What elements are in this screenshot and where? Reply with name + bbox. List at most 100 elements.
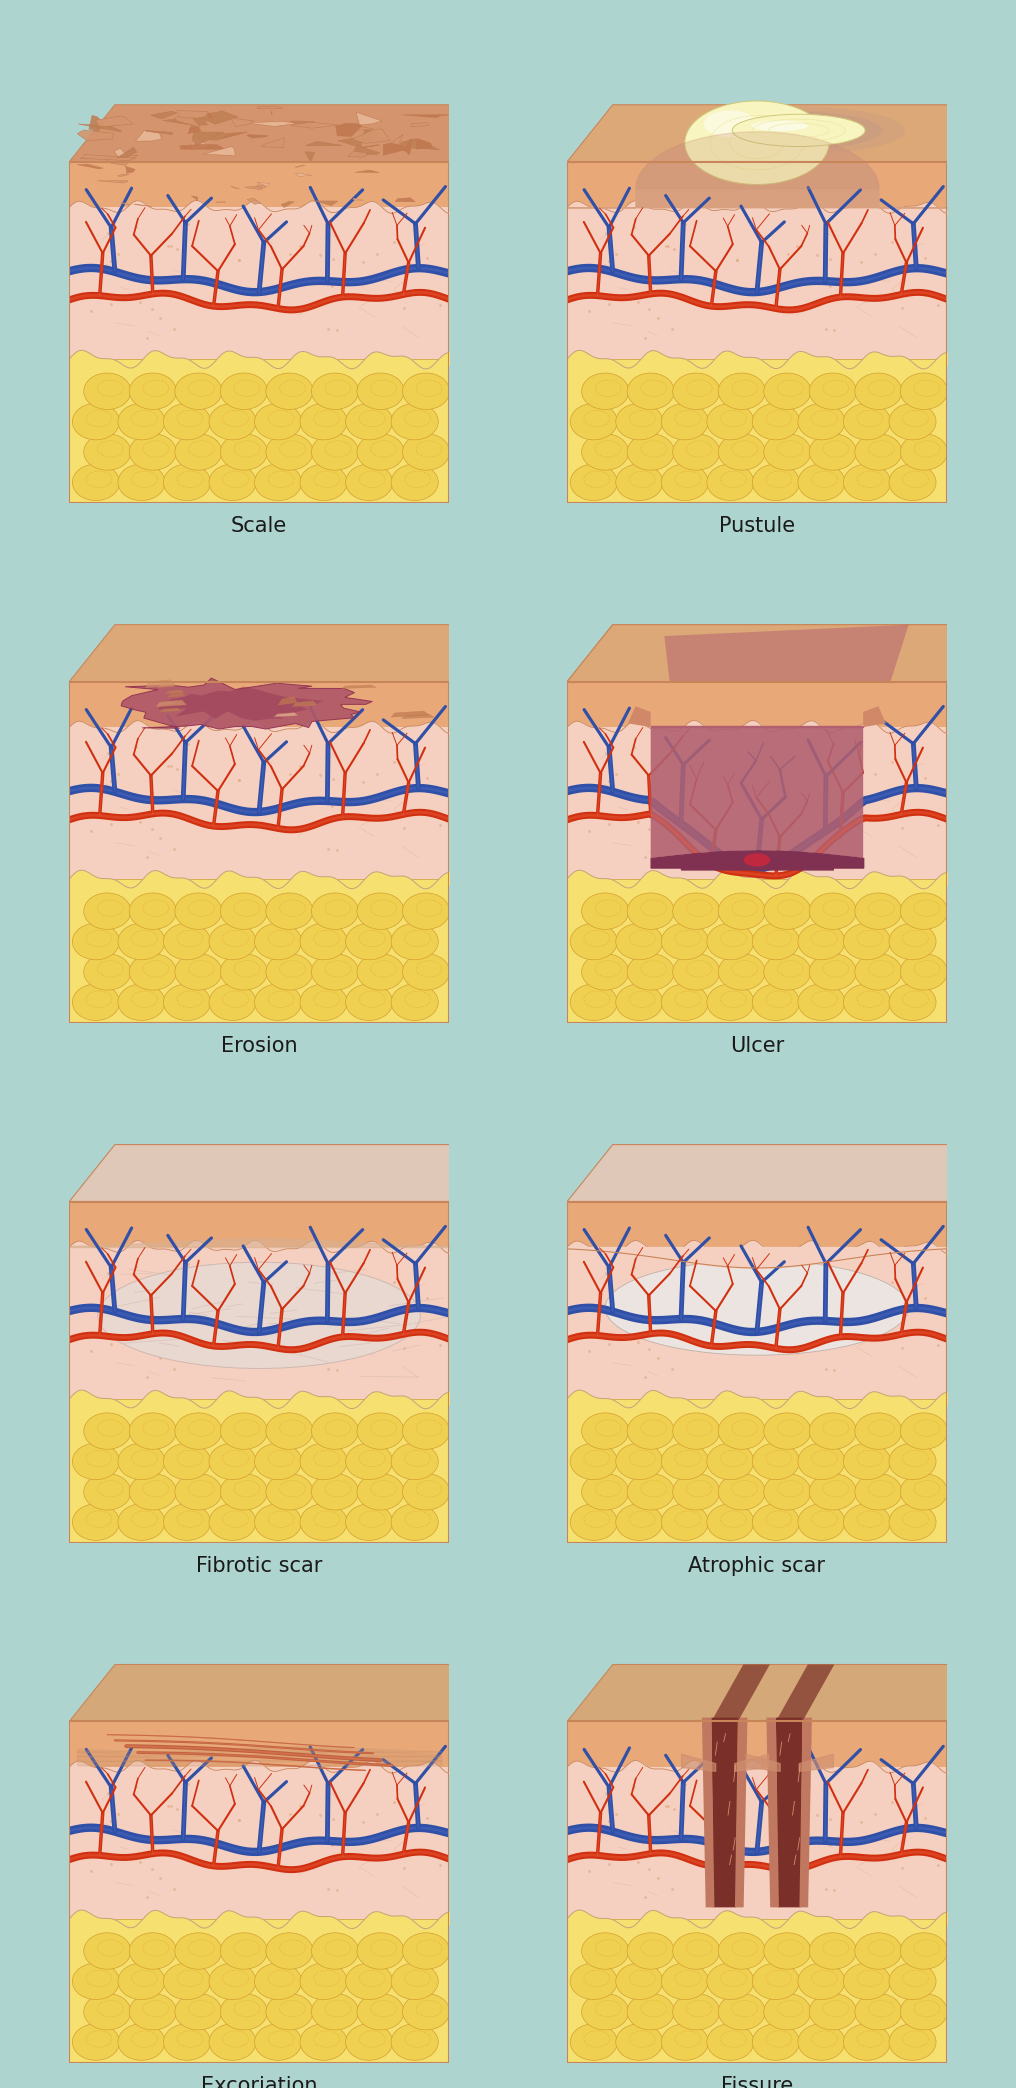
Polygon shape: [399, 138, 440, 150]
Polygon shape: [191, 136, 209, 150]
Ellipse shape: [72, 1443, 120, 1480]
Polygon shape: [117, 146, 137, 159]
Polygon shape: [567, 624, 993, 681]
Polygon shape: [864, 706, 886, 727]
Ellipse shape: [673, 894, 719, 929]
Ellipse shape: [673, 374, 719, 409]
Polygon shape: [69, 359, 449, 503]
Polygon shape: [158, 687, 323, 720]
Polygon shape: [69, 1247, 449, 1399]
Ellipse shape: [83, 954, 131, 990]
Ellipse shape: [707, 1963, 754, 2000]
Ellipse shape: [753, 464, 800, 501]
Ellipse shape: [718, 1933, 765, 1969]
Polygon shape: [341, 685, 376, 689]
Ellipse shape: [266, 434, 313, 470]
Ellipse shape: [685, 100, 829, 184]
Polygon shape: [296, 173, 312, 177]
Ellipse shape: [357, 374, 404, 409]
Ellipse shape: [83, 1994, 131, 2030]
Polygon shape: [247, 198, 261, 205]
Ellipse shape: [753, 403, 800, 441]
Ellipse shape: [83, 1414, 131, 1449]
Ellipse shape: [255, 1443, 302, 1480]
Ellipse shape: [900, 434, 947, 470]
Ellipse shape: [900, 894, 947, 929]
Polygon shape: [567, 681, 947, 727]
Ellipse shape: [300, 2023, 347, 2061]
Ellipse shape: [661, 464, 708, 501]
Polygon shape: [776, 1718, 803, 1906]
Polygon shape: [628, 706, 650, 727]
Ellipse shape: [718, 434, 765, 470]
Ellipse shape: [764, 954, 811, 990]
Ellipse shape: [744, 854, 770, 867]
Polygon shape: [78, 123, 121, 132]
Ellipse shape: [402, 1414, 449, 1449]
Polygon shape: [567, 879, 947, 1023]
Polygon shape: [711, 1664, 770, 1721]
Polygon shape: [245, 186, 262, 190]
Polygon shape: [273, 712, 298, 716]
Ellipse shape: [118, 1443, 165, 1480]
Ellipse shape: [357, 1414, 404, 1449]
Ellipse shape: [753, 2023, 800, 2061]
Polygon shape: [776, 1664, 834, 1721]
Polygon shape: [401, 714, 434, 718]
Ellipse shape: [751, 121, 808, 132]
Polygon shape: [567, 207, 947, 359]
Ellipse shape: [718, 1474, 765, 1510]
Ellipse shape: [209, 923, 256, 960]
Polygon shape: [69, 1919, 449, 2063]
Polygon shape: [567, 1247, 947, 1399]
Ellipse shape: [255, 983, 302, 1021]
Ellipse shape: [175, 1994, 221, 2030]
Polygon shape: [96, 117, 133, 127]
Polygon shape: [262, 138, 284, 148]
Ellipse shape: [843, 1443, 890, 1480]
Ellipse shape: [798, 464, 845, 501]
Ellipse shape: [616, 923, 662, 960]
Text: Atrophic scar: Atrophic scar: [689, 1556, 825, 1576]
Ellipse shape: [220, 1994, 267, 2030]
Polygon shape: [163, 117, 207, 125]
Ellipse shape: [72, 464, 120, 501]
Polygon shape: [251, 121, 298, 127]
Ellipse shape: [753, 1443, 800, 1480]
Ellipse shape: [810, 434, 856, 470]
Polygon shape: [291, 121, 339, 127]
Ellipse shape: [900, 954, 947, 990]
Ellipse shape: [312, 954, 359, 990]
Polygon shape: [702, 1718, 714, 1906]
Ellipse shape: [661, 1963, 708, 2000]
Ellipse shape: [164, 464, 210, 501]
Ellipse shape: [266, 374, 313, 409]
Polygon shape: [150, 111, 177, 119]
Polygon shape: [271, 111, 272, 115]
Ellipse shape: [810, 1933, 856, 1969]
Ellipse shape: [889, 923, 936, 960]
Ellipse shape: [175, 1474, 221, 1510]
Ellipse shape: [753, 1503, 800, 1541]
Polygon shape: [209, 132, 248, 140]
Ellipse shape: [83, 1933, 131, 1969]
Ellipse shape: [255, 464, 302, 501]
Ellipse shape: [616, 2023, 662, 2061]
Ellipse shape: [707, 1503, 754, 1541]
Ellipse shape: [854, 434, 902, 470]
Ellipse shape: [164, 983, 210, 1021]
Ellipse shape: [312, 1933, 359, 1969]
Ellipse shape: [570, 403, 618, 441]
Polygon shape: [350, 125, 374, 132]
Polygon shape: [188, 125, 201, 134]
Ellipse shape: [718, 894, 765, 929]
Polygon shape: [337, 138, 362, 148]
Ellipse shape: [661, 923, 708, 960]
Ellipse shape: [627, 954, 675, 990]
Ellipse shape: [707, 1443, 754, 1480]
Ellipse shape: [312, 434, 359, 470]
Ellipse shape: [164, 923, 210, 960]
Polygon shape: [387, 134, 403, 146]
Ellipse shape: [854, 954, 902, 990]
Ellipse shape: [255, 923, 302, 960]
